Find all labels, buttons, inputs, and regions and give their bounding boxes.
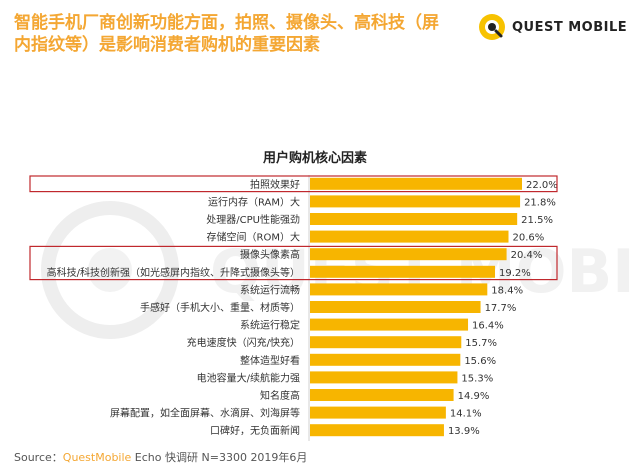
bar xyxy=(310,265,496,278)
category-label: 整体造型好看 xyxy=(240,354,300,367)
value-label: 13.9% xyxy=(448,426,480,437)
value-label: 20.6% xyxy=(513,233,545,244)
category-label: 高科技/科技创新强（如光感屏内指纹、升降式摄像头等） xyxy=(47,266,300,279)
bar xyxy=(310,371,458,384)
bar xyxy=(310,353,461,366)
category-label: 屏幕配置，如全面屏幕、水滴屏、刘海屏等 xyxy=(110,407,300,420)
value-label: 16.4% xyxy=(472,321,504,332)
category-label: 手感好（手机大小、重量、材质等） xyxy=(140,301,300,314)
category-label: 运行内存（RAM）大 xyxy=(208,195,300,208)
bar xyxy=(310,230,509,243)
value-label: 17.7% xyxy=(485,303,517,314)
value-label: 14.1% xyxy=(450,409,482,420)
category-label: 知名度高 xyxy=(260,389,300,402)
bar xyxy=(310,389,454,401)
bar xyxy=(310,177,522,190)
source-prefix: Source： xyxy=(14,451,63,464)
bars-group: 拍照效果好 22.0% 运行内存（RAM）大 21.8% 处理器/CPU性能强劲 21.5… xyxy=(47,177,558,437)
category-label: 电池容量大/续航能力强 xyxy=(197,371,300,384)
category-label: 处理器/CPU性能强劲 xyxy=(206,213,300,226)
bar xyxy=(310,318,469,331)
highlight-box xyxy=(29,245,558,281)
source-note: Source：QuestMobile Echo 快调研 N=3300 2019年… xyxy=(14,449,307,465)
value-label: 22.0% xyxy=(526,180,558,191)
bar xyxy=(310,195,521,208)
value-label: 15.7% xyxy=(465,338,497,349)
value-label: 20.4% xyxy=(511,250,543,261)
value-label: 21.5% xyxy=(521,215,553,226)
category-label: 存储空间（ROM）大 xyxy=(207,231,300,244)
highlight-boxes xyxy=(29,175,558,281)
bar xyxy=(310,213,518,225)
category-label: 系统运行流畅 xyxy=(240,283,300,296)
bar xyxy=(310,301,481,313)
value-label: 15.6% xyxy=(464,356,496,367)
bar xyxy=(310,336,462,349)
quest-mobile-logo-icon xyxy=(479,14,505,40)
source-rest: Echo 快调研 N=3300 2019年6月 xyxy=(131,451,308,464)
bar xyxy=(310,406,446,419)
value-label: 15.3% xyxy=(461,373,493,384)
category-label: 系统运行稳定 xyxy=(240,319,300,332)
page-headline: 智能手机厂商创新功能方面，拍照、摄像头、高科技（屏内指纹等）是影响消费者购机的重… xyxy=(14,13,439,55)
value-label: 19.2% xyxy=(499,268,531,279)
category-label: 摄像头像素高 xyxy=(240,248,300,261)
category-label: 拍照效果好 xyxy=(250,178,300,191)
logo-text: QUEST MOBILE xyxy=(512,19,628,35)
value-label: 14.9% xyxy=(458,391,490,402)
chart-title: 用户购机核心因素 xyxy=(262,150,367,166)
highlight-box xyxy=(29,175,558,193)
category-label: 口碑好，无负面新闻 xyxy=(210,424,300,437)
category-label: 充电速度快（闪充/快充） xyxy=(187,336,300,349)
bar xyxy=(310,248,507,261)
source-brand: QuestMobile xyxy=(62,451,132,464)
value-label: 18.4% xyxy=(491,285,523,296)
value-label: 21.8% xyxy=(524,197,556,208)
bar xyxy=(310,283,488,296)
bar xyxy=(310,424,444,437)
brand-logo: QUEST MOBILE xyxy=(478,12,627,42)
